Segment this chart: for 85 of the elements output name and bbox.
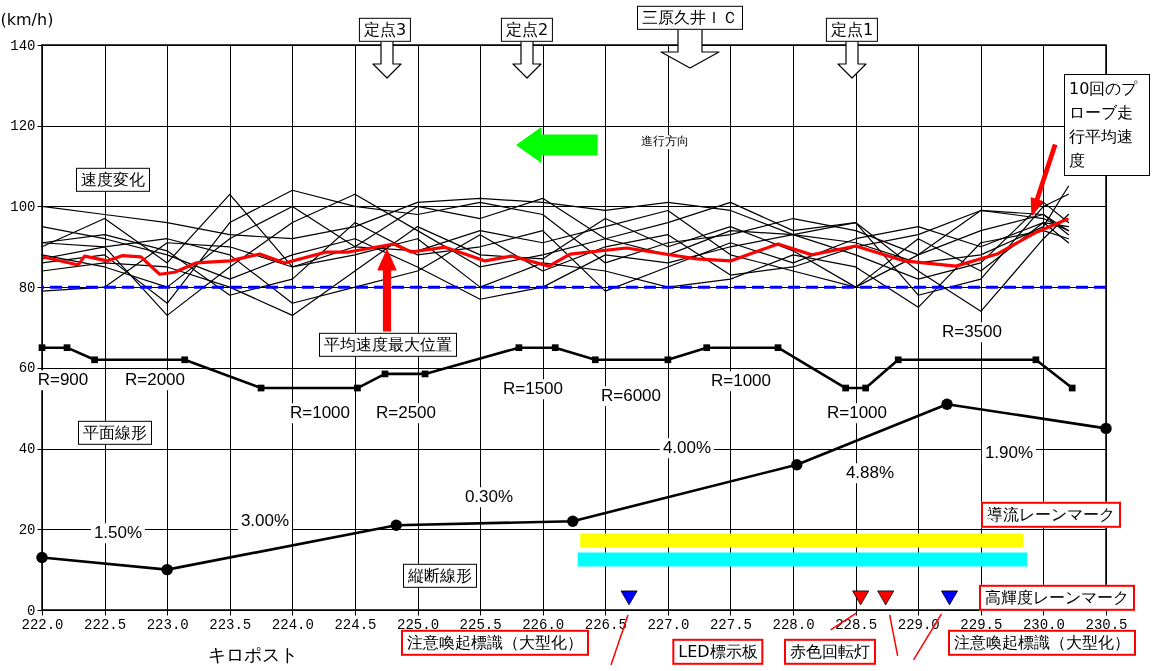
point [877, 590, 895, 606]
point [703, 344, 711, 352]
annotation: R=3500 [938, 322, 1006, 342]
annotation: 10回のプローブ走行平均速度 [1064, 74, 1150, 176]
x-axis-title: キロポスト [207, 643, 298, 665]
x-tick-label: 227.0 [647, 616, 690, 633]
point [91, 356, 98, 364]
annotation: R=2500 [372, 403, 440, 423]
x-tick-label: 224.0 [271, 616, 314, 633]
annotation: R=2000 [121, 370, 189, 390]
annotation: 1.90% [981, 443, 1037, 463]
annotation: 縦断線形 [403, 563, 477, 589]
x-tick-label: 228.0 [772, 616, 815, 633]
point [551, 344, 559, 352]
point [791, 459, 803, 471]
text: 注意喚起標識（大型化） [407, 632, 583, 652]
x-tick-label: 230.5 [1085, 616, 1128, 633]
annotation: R=1500 [499, 379, 567, 399]
annotation: 4.88% [842, 463, 898, 483]
point [354, 384, 361, 392]
y-tick-label: 120 [10, 118, 36, 135]
x-tick-label: 225.0 [397, 616, 440, 633]
x-tick-label: 227.5 [709, 616, 752, 633]
y-tick-label: 80 [18, 279, 36, 296]
annotation: 導流レーンマーク [981, 501, 1122, 528]
point [1068, 384, 1076, 392]
annotation: 赤色回転灯 [783, 638, 876, 666]
x-tick-label: 229.5 [960, 616, 1003, 633]
point [36, 551, 48, 564]
point [664, 356, 672, 364]
annotation: 0.30% [461, 487, 517, 507]
point [591, 356, 599, 364]
point [862, 384, 870, 392]
point [620, 590, 638, 606]
x-tick-label: 223.0 [146, 616, 189, 633]
point [941, 590, 958, 606]
y-tick-label: 0 [27, 602, 36, 619]
y-tick-label: 60 [18, 360, 36, 377]
annotation: R=900 [34, 370, 92, 390]
point [1032, 356, 1040, 364]
point [63, 344, 71, 352]
text: 定点2 [500, 17, 554, 43]
annotation: R=1000 [707, 371, 775, 391]
point [390, 519, 402, 531]
x-tick-label: 222.0 [21, 616, 64, 633]
point [515, 344, 523, 352]
point [842, 384, 849, 392]
point [567, 515, 579, 527]
annotation: R=1000 [823, 403, 891, 423]
annotation: 3.00% [237, 511, 293, 531]
x-tick-label: 226.0 [522, 616, 565, 633]
point [161, 563, 173, 576]
text: 三原久井ＩＣ [637, 5, 743, 31]
y-tick-label: 40 [18, 441, 36, 458]
annotation: R=6000 [597, 386, 665, 406]
annotation: R=1000 [286, 403, 354, 423]
x-tick-label: 228.5 [835, 616, 878, 633]
annotation: 高輝度レーンマーク [979, 584, 1136, 611]
annotation: 4.00% [659, 438, 715, 458]
point [941, 398, 953, 410]
point [181, 356, 189, 364]
text: LED標示板 [672, 638, 764, 666]
x-tick-label: 223.5 [209, 616, 252, 633]
text: 定点3 [358, 17, 412, 43]
point [1100, 422, 1112, 435]
annotation: 注意喚起標識（大型化） [953, 632, 1130, 652]
y-axis-title: (km/h) [0, 9, 54, 29]
x-tick-label: 225.5 [459, 616, 502, 633]
point [38, 344, 46, 352]
annotation: 1.50% [90, 523, 146, 543]
x-tick-label: 222.5 [84, 616, 127, 633]
line-series [42, 217, 1069, 276]
annotation: 進行方向 [639, 134, 691, 149]
annotation: 平均速度最大位置 [319, 332, 457, 358]
text: 定点1 [825, 17, 879, 43]
point [774, 344, 782, 352]
annotation: 平面線形 [78, 420, 152, 446]
y-tick-label: 100 [10, 198, 36, 215]
x-tick-label: 230.0 [1022, 616, 1065, 633]
point [894, 356, 902, 364]
y-tick-label: 140 [10, 37, 36, 54]
x-tick-label: 224.5 [334, 616, 377, 633]
y-tick-label: 20 [18, 521, 36, 538]
point [852, 590, 870, 606]
annotation: 速度変化 [76, 167, 150, 193]
